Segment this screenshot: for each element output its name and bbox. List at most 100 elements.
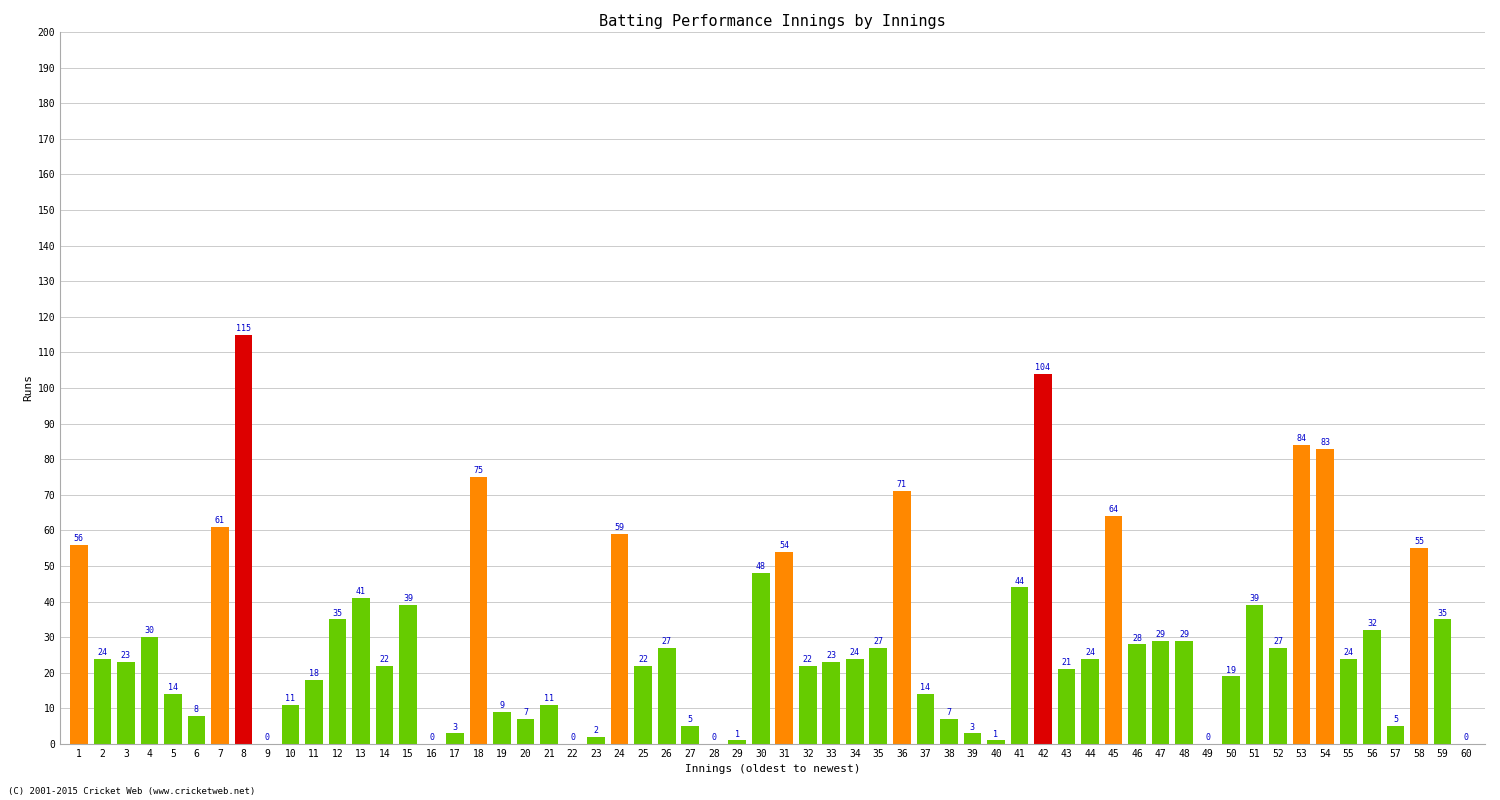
Text: 27: 27	[662, 637, 672, 646]
Text: 3: 3	[453, 722, 458, 731]
Bar	[518, 719, 534, 744]
Text: 104: 104	[1035, 363, 1050, 372]
Bar	[822, 662, 840, 744]
Text: 22: 22	[802, 655, 813, 664]
Text: 27: 27	[1274, 637, 1282, 646]
Bar	[1152, 641, 1170, 744]
Bar	[375, 666, 393, 744]
Bar	[1058, 670, 1076, 744]
Text: 11: 11	[285, 694, 296, 703]
Bar	[1364, 630, 1382, 744]
Text: 23: 23	[827, 651, 837, 660]
Text: 39: 39	[404, 594, 412, 603]
Bar	[610, 534, 628, 744]
Bar	[987, 741, 1005, 744]
Bar	[916, 694, 934, 744]
Bar	[352, 598, 370, 744]
Bar	[446, 734, 464, 744]
Bar	[188, 715, 206, 744]
Text: 24: 24	[98, 648, 108, 657]
Bar	[1434, 619, 1452, 744]
Text: 59: 59	[615, 523, 624, 532]
Bar	[1128, 644, 1146, 744]
Text: 5: 5	[687, 715, 693, 725]
Text: 24: 24	[850, 648, 859, 657]
Text: 0: 0	[1464, 734, 1468, 742]
Bar	[93, 658, 111, 744]
Text: 64: 64	[1108, 506, 1119, 514]
Text: 27: 27	[873, 637, 883, 646]
Bar	[963, 734, 981, 744]
Bar	[1011, 587, 1028, 744]
Text: 9: 9	[500, 701, 504, 710]
Text: 19: 19	[1226, 666, 1236, 674]
Text: 5: 5	[1394, 715, 1398, 725]
Text: 54: 54	[780, 541, 789, 550]
Text: 35: 35	[1437, 609, 1448, 618]
Bar	[658, 648, 675, 744]
Bar	[1340, 658, 1358, 744]
Bar	[234, 334, 252, 744]
Bar	[870, 648, 886, 744]
Text: 55: 55	[1414, 538, 1424, 546]
Bar	[1317, 449, 1334, 744]
Bar	[800, 666, 816, 744]
Bar	[1082, 658, 1100, 744]
Text: 24: 24	[1344, 648, 1353, 657]
Bar	[681, 726, 699, 744]
X-axis label: Innings (oldest to newest): Innings (oldest to newest)	[684, 765, 861, 774]
Text: 41: 41	[356, 587, 366, 596]
Bar	[1293, 445, 1311, 744]
Text: 0: 0	[711, 734, 716, 742]
Bar	[1174, 641, 1192, 744]
Bar	[892, 491, 910, 744]
Text: (C) 2001-2015 Cricket Web (www.cricketweb.net): (C) 2001-2015 Cricket Web (www.cricketwe…	[8, 787, 255, 796]
Bar	[729, 741, 746, 744]
Y-axis label: Runs: Runs	[24, 374, 33, 402]
Bar	[211, 527, 228, 744]
Bar	[1388, 726, 1404, 744]
Text: 61: 61	[214, 516, 225, 525]
Text: 39: 39	[1250, 594, 1260, 603]
Text: 29: 29	[1179, 630, 1190, 639]
Text: 35: 35	[333, 609, 342, 618]
Text: 0: 0	[570, 734, 574, 742]
Text: 22: 22	[380, 655, 390, 664]
Text: 21: 21	[1062, 658, 1071, 667]
Text: 14: 14	[921, 683, 930, 692]
Title: Batting Performance Innings by Innings: Batting Performance Innings by Innings	[598, 14, 946, 30]
Bar	[470, 477, 488, 744]
Text: 14: 14	[168, 683, 178, 692]
Text: 1: 1	[993, 730, 999, 738]
Text: 0: 0	[429, 734, 433, 742]
Bar	[588, 737, 604, 744]
Bar	[752, 573, 770, 744]
Text: 71: 71	[897, 481, 908, 490]
Text: 0: 0	[1204, 734, 1210, 742]
Bar	[70, 545, 87, 744]
Bar	[282, 705, 300, 744]
Bar	[940, 719, 957, 744]
Text: 22: 22	[638, 655, 648, 664]
Text: 115: 115	[236, 324, 250, 333]
Text: 56: 56	[74, 534, 84, 543]
Text: 44: 44	[1014, 577, 1025, 586]
Bar	[540, 705, 558, 744]
Bar	[1245, 605, 1263, 744]
Bar	[1269, 648, 1287, 744]
Text: 8: 8	[194, 705, 200, 714]
Text: 30: 30	[144, 626, 154, 635]
Text: 24: 24	[1084, 648, 1095, 657]
Bar	[304, 680, 322, 744]
Bar	[1104, 516, 1122, 744]
Bar	[1410, 548, 1428, 744]
Bar	[494, 712, 512, 744]
Bar	[1034, 374, 1052, 744]
Bar	[141, 637, 158, 744]
Text: 7: 7	[524, 708, 528, 718]
Bar	[846, 658, 864, 744]
Text: 11: 11	[544, 694, 554, 703]
Text: 2: 2	[594, 726, 598, 735]
Text: 83: 83	[1320, 438, 1330, 446]
Bar	[164, 694, 182, 744]
